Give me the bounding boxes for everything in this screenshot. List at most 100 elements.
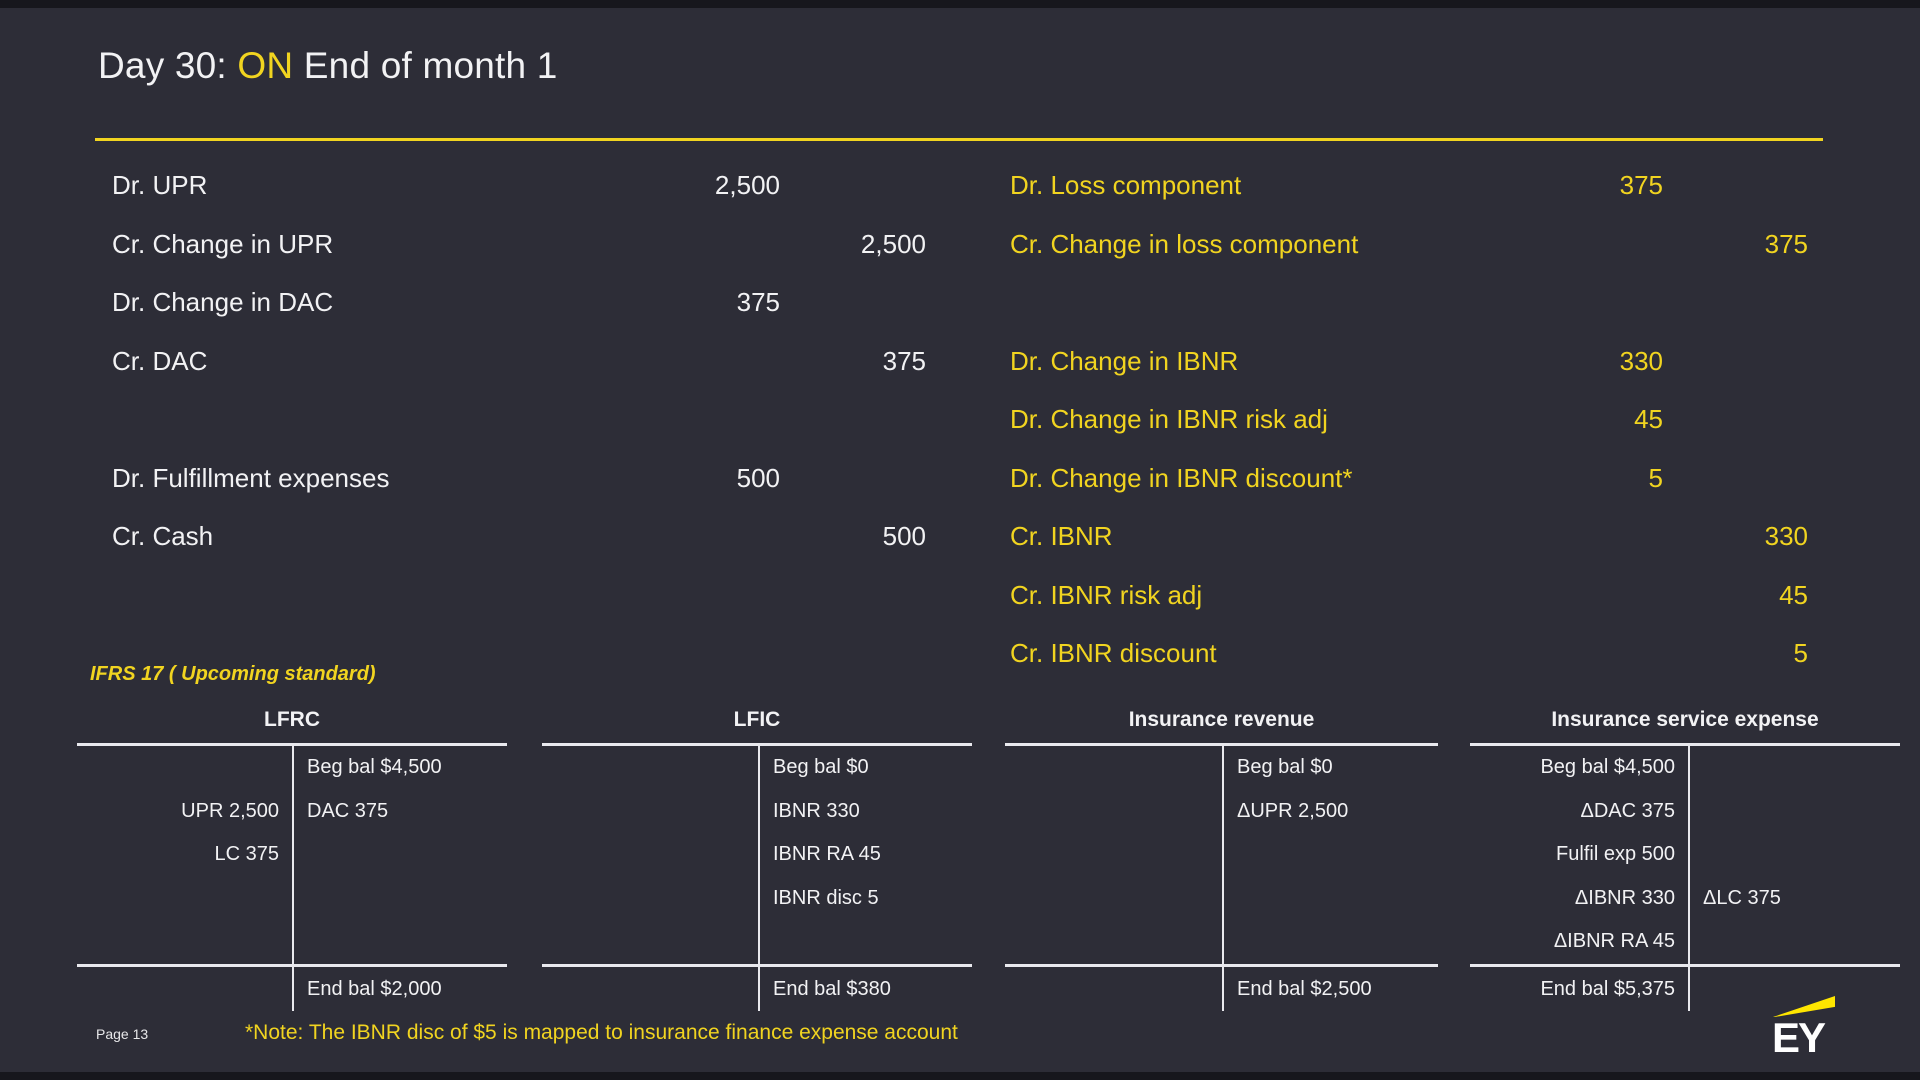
t-account-credit-cell: Beg bal $4,500 — [307, 756, 442, 778]
t-account-end-row: End bal $5,375 — [1470, 963, 1900, 1011]
journal-ifrs17-row: Dr. Change in IBNR discount* 5 — [1010, 449, 1808, 508]
journal-account-label: Cr. IBNR risk adj — [1010, 579, 1203, 610]
t-account-debit-cell — [542, 877, 758, 921]
t-account-center-line — [1688, 743, 1690, 1011]
journal-current-row: Cr. Change in UPR 2,500 — [112, 215, 926, 274]
journal-current-row: Dr. Change in DAC 375 — [112, 273, 926, 332]
t-account-credit-cell: Beg bal $0 — [773, 756, 869, 778]
title-highlight: ON — [237, 45, 294, 86]
t-account-grid: Beg bal $0 ΔUPR 2,500 End bal $2,500 — [1005, 743, 1438, 1011]
t-account-row: Beg bal $0 — [542, 746, 972, 790]
t-account-row: Fulfil exp 500 — [1470, 833, 1900, 877]
t-account-debit-cell — [77, 746, 292, 790]
t-account-credit-cell — [1222, 920, 1438, 964]
t-account-title: Insurance service expense — [1551, 708, 1819, 731]
t-account-debit-cell — [542, 790, 758, 834]
t-account-debit-cell — [1005, 920, 1222, 964]
t-account-credit-cell — [1688, 746, 1900, 790]
journal-account-label: Dr. Fulfillment expenses — [112, 462, 390, 493]
t-account-end-credit-cell: End bal $380 — [773, 977, 891, 1000]
journal-credit-amount: 5 — [1793, 638, 1808, 668]
t-account-debit-cell: Beg bal $4,500 — [1540, 756, 1675, 778]
title-prefix: Day 30: — [98, 45, 238, 86]
t-account-debit-cell — [77, 920, 292, 964]
t-account-row: ΔIBNR RA 45 — [1470, 920, 1900, 964]
t-account-debit-cell — [1005, 790, 1222, 834]
journal-debit-amount: 330 — [1619, 345, 1663, 376]
t-account-debit-cell: LC 375 — [214, 843, 280, 865]
t-account-credit-cell — [292, 833, 507, 877]
t-account-debit-cell: ΔDAC 375 — [1580, 799, 1675, 822]
t-account-end-debit-cell — [1005, 967, 1222, 1011]
t-account-debit-cell — [1005, 833, 1222, 877]
t-account-rows: Beg bal $0 IBNR 330 IBNR RA 45 IBNR disc 5 — [542, 743, 972, 964]
t-account-credit-cell: IBNR 330 — [773, 799, 860, 822]
t-account-credit-cell — [1688, 790, 1900, 834]
t-account-end-debit-cell — [542, 967, 758, 1011]
t-account-debit-cell — [542, 746, 758, 790]
journal-account-label: Dr. UPR — [112, 170, 208, 200]
journal-current-row — [112, 390, 926, 449]
ey-logo-text: EY — [1772, 1014, 1826, 1061]
journal-account-label: Dr. Change in IBNR risk adj — [1010, 404, 1328, 434]
t-account-title: Insurance revenue — [1128, 708, 1315, 731]
journal-account-label: Cr. Cash — [112, 521, 214, 551]
journal-credit-amount: 45 — [1779, 579, 1808, 610]
journal-ifrs17-row: Cr. IBNR risk adj 45 — [1010, 566, 1808, 625]
t-account-debit-cell — [77, 877, 292, 921]
t-account-title: LFRC — [264, 708, 320, 731]
t-account-end-debit-cell: End bal $5,375 — [1540, 977, 1675, 1000]
journal-current-standard: Dr. UPR 2,500 Cr. Change in UPR 2,500 Dr. Ch… — [112, 156, 926, 566]
journal-ifrs17-row — [1010, 273, 1808, 332]
title-suffix: End of month 1 — [293, 45, 558, 86]
t-account-debit-cell: Fulfil exp 500 — [1556, 843, 1675, 865]
slide-top-border — [0, 0, 1920, 8]
t-account-row: Beg bal $4,500 — [1470, 746, 1900, 790]
t-account-credit-cell — [1688, 833, 1900, 877]
t-account-grid: Beg bal $0 IBNR 330 IBNR RA 45 IBNR disc 5 E… — [542, 743, 972, 1011]
t-account-lfrc: LFRC Beg bal $4,500 UPR 2,500 DAC 375 LC 375… — [77, 700, 507, 1011]
t-account-debit-cell — [1005, 877, 1222, 921]
t-account-row: IBNR 330 — [542, 790, 972, 834]
t-account-row: Beg bal $4,500 — [77, 746, 507, 790]
journal-debit-amount: 500 — [736, 462, 780, 493]
t-account-credit-cell: IBNR disc 5 — [773, 886, 879, 909]
journal-current-row: Cr. Cash 500 — [112, 507, 926, 566]
t-account-row: ΔIBNR 330 ΔLC 375 — [1470, 877, 1900, 921]
t-account-credit-cell — [1222, 877, 1438, 921]
t-account-debit-cell — [1005, 746, 1222, 790]
journal-account-label: Dr. Change in IBNR discount* — [1010, 462, 1353, 493]
journal-account-label: Cr. Change in UPR — [112, 228, 334, 259]
t-account-rows: Beg bal $0 ΔUPR 2,500 — [1005, 743, 1438, 964]
t-account-row: IBNR RA 45 — [542, 833, 972, 877]
t-account-row — [542, 920, 972, 964]
ey-logo: EY — [1772, 994, 1842, 1061]
title-divider-line — [95, 138, 1823, 141]
t-account-row: Beg bal $0 — [1005, 746, 1438, 790]
t-account-credit-cell — [292, 877, 507, 921]
journal-credit-amount: 375 — [1764, 228, 1808, 259]
t-account-insurance-revenue: Insurance revenue Beg bal $0 ΔUPR 2,500 End… — [1005, 700, 1438, 1011]
t-account-grid: Beg bal $4,500 UPR 2,500 DAC 375 LC 375 End … — [77, 743, 507, 1011]
journal-debit-amount: 2,500 — [714, 170, 780, 200]
t-account-credit-cell: IBNR RA 45 — [773, 843, 881, 865]
journal-account-label: Cr. IBNR — [1010, 521, 1113, 551]
t-account-end-debit-cell — [77, 967, 292, 1011]
page-title: Day 30: ON End of month 1 — [98, 44, 558, 88]
slide-bottom-border — [0, 1072, 1920, 1080]
journal-ifrs17-row: Dr. Change in IBNR risk adj 45 — [1010, 390, 1808, 449]
t-account-credit-cell — [292, 920, 507, 964]
journal-current-row: Dr. Fulfillment expenses 500 — [112, 449, 926, 508]
journal-ifrs17: Dr. Loss component 375 Cr. Change in loss … — [1010, 156, 1808, 683]
page-number: Page 13 — [96, 1026, 149, 1042]
journal-credit-amount: 2,500 — [860, 228, 926, 259]
t-account-row: LC 375 — [77, 833, 507, 877]
journal-current-row: Dr. UPR 2,500 — [112, 156, 926, 215]
t-account-row: IBNR disc 5 — [542, 877, 972, 921]
t-account-debit-cell — [542, 833, 758, 877]
t-account-end-credit-cell: End bal $2,000 — [307, 977, 442, 1000]
t-account-credit-cell: ΔUPR 2,500 — [1237, 799, 1349, 822]
t-account-row: ΔDAC 375 — [1470, 790, 1900, 834]
journal-credit-amount: 500 — [882, 521, 926, 551]
